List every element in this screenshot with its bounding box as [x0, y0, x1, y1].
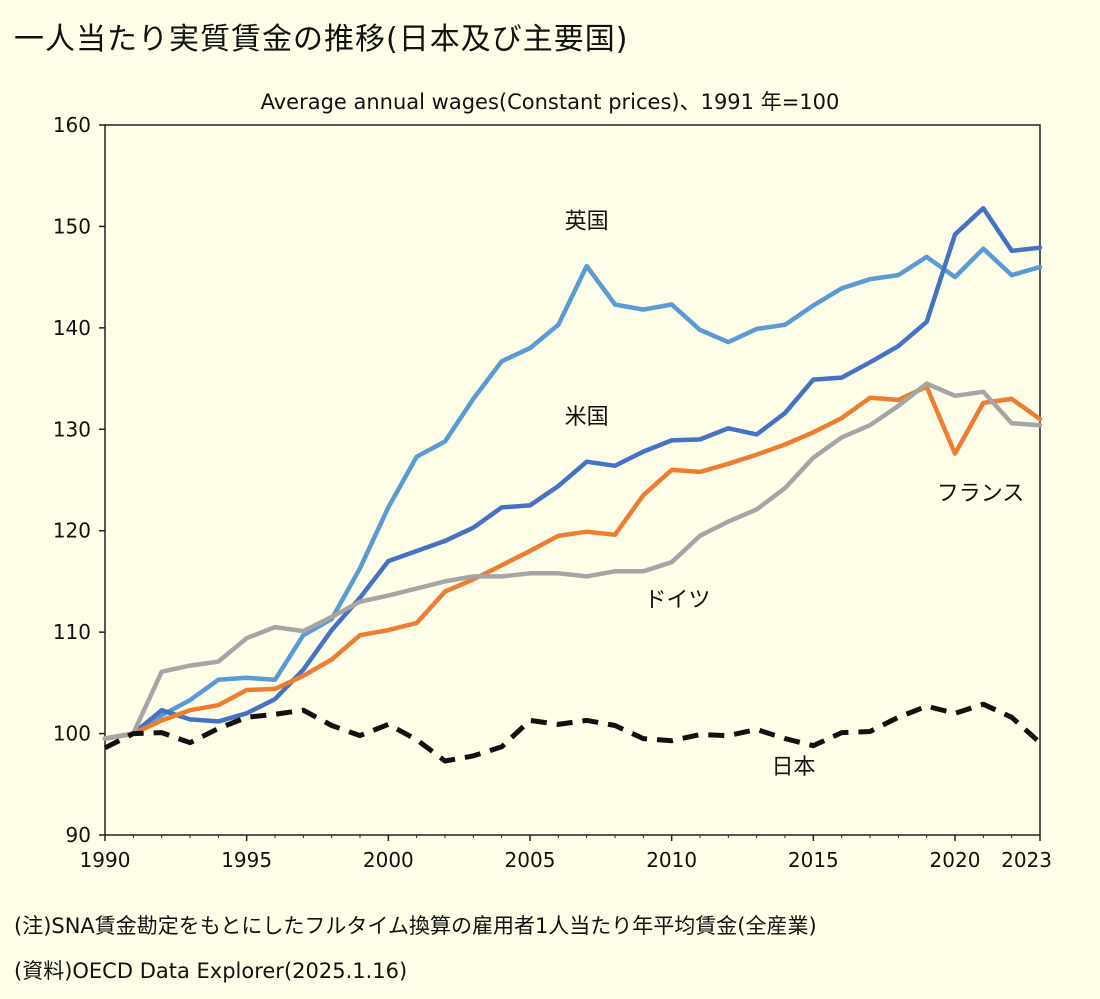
- series-layer: [102, 205, 1043, 764]
- chart-axes: 90 100 110 120 130 140 150 160 1990 1995 2000 2005 2…: [53, 113, 1052, 872]
- x-tick-label: 2005: [505, 848, 556, 872]
- series-line-ドイツ: [102, 381, 1043, 741]
- series-line-英国: [102, 246, 1043, 741]
- chart-subtitle: Average annual wages(Constant prices)、19…: [260, 90, 840, 114]
- y-tick-label: 120: [53, 519, 91, 543]
- x-tick-label: 1995: [221, 848, 272, 872]
- y-tick-label: 130: [53, 417, 91, 441]
- x-tick-label: 2023: [1001, 848, 1052, 872]
- x-tick-label: 2000: [363, 848, 414, 872]
- x-tick-label: 2020: [930, 848, 981, 872]
- footnote: (注)SNA賃金勘定をもとにしたフルタイム換算の雇用者1人当たり年平均賃金(全産…: [14, 914, 817, 938]
- plot-frame: [104, 124, 1041, 836]
- y-tick-label: 90: [66, 823, 91, 847]
- y-tick-label: 140: [53, 316, 91, 340]
- series-line-日本: [103, 701, 1042, 764]
- y-tick-label: 150: [53, 214, 91, 238]
- y-tick-label: 160: [53, 113, 91, 137]
- chart-title: 一人当たり実質賃金の推移(日本及び主要国): [14, 22, 629, 57]
- x-tick-label: 1990: [80, 848, 131, 872]
- source-note: (資料)OECD Data Explorer(2025.1.16): [14, 959, 408, 983]
- series-label-米国: 米国: [565, 405, 609, 430]
- x-tick-label: 2015: [788, 848, 839, 872]
- y-tick-label: 100: [53, 722, 91, 746]
- y-tick-label: 110: [53, 620, 91, 644]
- series-label-フランス: フランス: [937, 481, 1025, 506]
- series-line-米国: [102, 205, 1043, 741]
- series-label-英国: 英国: [565, 209, 609, 234]
- series-label-ドイツ: ドイツ: [644, 588, 710, 613]
- x-tick-label: 2010: [646, 848, 697, 872]
- series-label-日本: 日本: [771, 755, 815, 780]
- series-line-フランス: [102, 384, 1043, 741]
